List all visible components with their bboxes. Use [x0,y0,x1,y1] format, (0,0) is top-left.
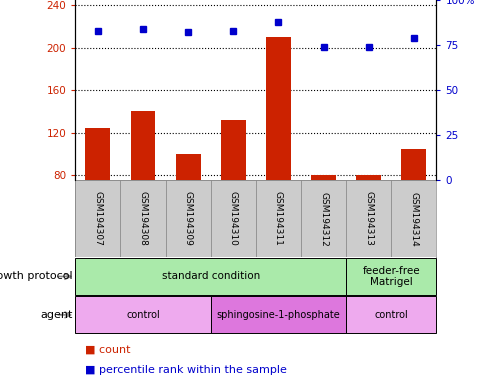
Bar [210,296,346,333]
Bar [220,120,245,180]
Text: ■ count: ■ count [85,345,130,355]
Bar [256,180,301,257]
Bar [346,180,391,257]
Bar [391,180,436,257]
Bar [401,149,425,180]
Text: GSM194310: GSM194310 [228,192,237,246]
Bar [265,37,290,180]
Bar [210,180,256,257]
Bar [75,258,346,295]
Bar [85,129,110,180]
Text: standard condition: standard condition [161,271,259,281]
Bar [346,296,436,333]
Text: agent: agent [40,310,73,320]
Text: GSM194308: GSM194308 [138,192,147,246]
Text: GSM194312: GSM194312 [318,192,327,246]
Bar [311,175,335,180]
Text: GSM194307: GSM194307 [93,192,102,246]
Bar [301,180,346,257]
Text: control: control [374,310,408,320]
Text: GSM194314: GSM194314 [408,192,418,246]
Bar [165,180,210,257]
Text: GSM194311: GSM194311 [273,192,282,246]
Text: feeder-free
Matrigel: feeder-free Matrigel [362,266,419,287]
Text: ■ percentile rank within the sample: ■ percentile rank within the sample [85,365,286,375]
Bar [120,180,165,257]
Bar [356,175,380,180]
Bar [130,111,155,180]
Text: GSM194309: GSM194309 [183,192,192,246]
Text: sphingosine-1-phosphate: sphingosine-1-phosphate [216,310,340,320]
Bar [346,258,436,295]
Bar [175,154,200,180]
Bar [75,180,120,257]
Text: GSM194313: GSM194313 [363,192,373,246]
Text: growth protocol: growth protocol [0,271,73,281]
Text: control: control [126,310,159,320]
Bar [75,296,210,333]
